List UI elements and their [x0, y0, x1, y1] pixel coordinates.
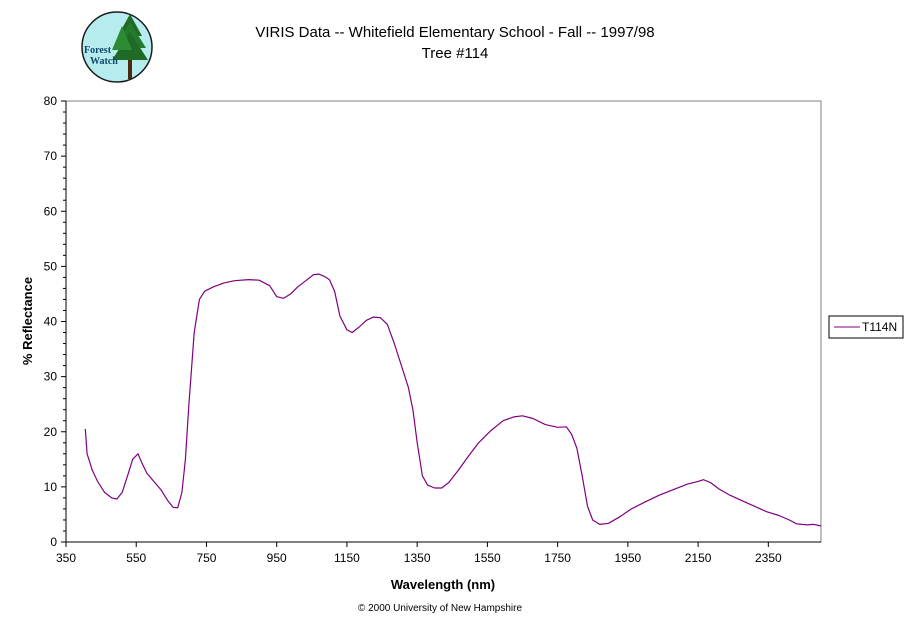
x-tick-label: 550	[126, 551, 146, 565]
y-tick-label: 40	[44, 315, 58, 329]
x-tick-label: 950	[267, 551, 287, 565]
series-group	[84, 273, 822, 527]
series-line-t114n	[84, 273, 822, 527]
x-tick-label: 2350	[755, 551, 782, 565]
y-tick-label: 0	[50, 535, 57, 549]
y-tick-label: 60	[44, 204, 58, 218]
copyright-footer: © 2000 University of New Hampshire	[358, 603, 523, 614]
legend: T114N	[828, 315, 904, 339]
y-axis-label: % Reflectance	[20, 277, 35, 365]
y-tick-label: 80	[44, 94, 58, 108]
y-tick-label: 30	[44, 370, 58, 384]
x-tick-label: 1750	[544, 551, 571, 565]
x-tick-label: 2150	[685, 551, 712, 565]
y-tick-label: 50	[44, 259, 58, 273]
x-tick-label: 1350	[404, 551, 431, 565]
x-tick-label: 1150	[334, 551, 360, 565]
y-tick-label: 10	[44, 480, 58, 494]
x-tick-label: 350	[56, 551, 76, 565]
x-tick-label: 1950	[615, 551, 642, 565]
logo-text-watch: Watch	[90, 56, 118, 67]
y-axis-ticks: 0 10 20 30 40 50 60 70 80	[44, 94, 66, 549]
y-tick-label: 70	[44, 149, 58, 163]
tree-icon	[112, 14, 148, 79]
chart-subtitle: Tree #114	[422, 45, 489, 62]
logo-text-forest: Forest	[84, 45, 112, 56]
x-axis-label: Wavelength (nm)	[391, 577, 495, 592]
x-tick-label: 750	[196, 551, 216, 565]
chart-title: VIRIS Data -- Whitefield Elementary Scho…	[255, 24, 654, 41]
forest-watch-logo: Forest Watch	[81, 11, 153, 83]
x-tick-label: 1550	[474, 551, 501, 565]
legend-box	[828, 315, 904, 339]
x-axis-ticks: 350 550 750 950 1150 1350 1550 1750 1950 2150 2350	[56, 542, 782, 565]
plot-area	[65, 100, 822, 543]
y-tick-label: 20	[44, 425, 58, 439]
legend-label-t114n: T114N	[862, 320, 897, 334]
